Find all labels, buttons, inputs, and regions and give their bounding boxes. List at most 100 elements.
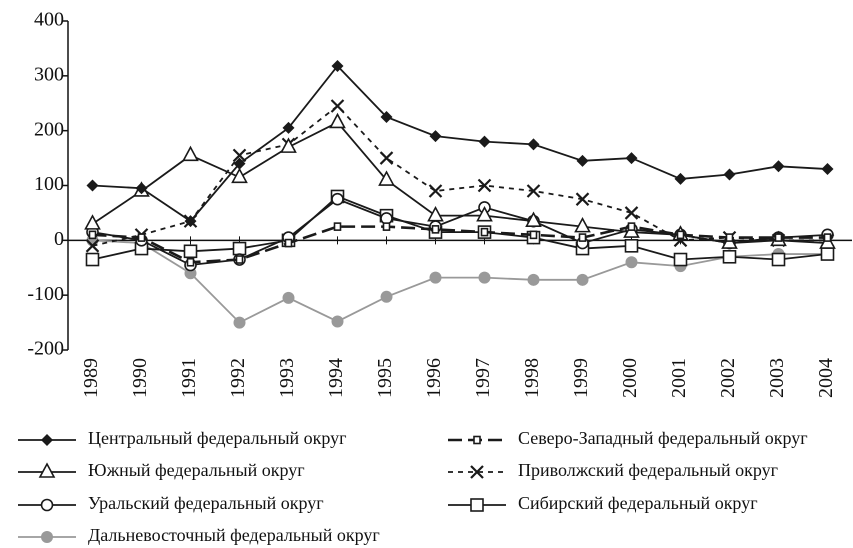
marker [476, 205, 493, 222]
marker [331, 315, 344, 328]
marker [526, 184, 541, 198]
marker [478, 271, 491, 284]
series-line [92, 195, 828, 261]
marker [88, 230, 97, 240]
x-tick-label: 1991 [178, 358, 200, 398]
marker [477, 178, 492, 193]
x-tick-label: 1992 [227, 358, 249, 398]
marker [284, 238, 293, 248]
marker [473, 435, 481, 445]
marker [331, 59, 344, 72]
marker [85, 239, 100, 253]
marker [723, 168, 736, 181]
x-tick-label: 1998 [521, 358, 543, 398]
series-line [92, 239, 828, 324]
marker [40, 498, 54, 512]
marker [576, 154, 589, 167]
marker [625, 256, 638, 269]
marker [380, 290, 393, 303]
marker [182, 145, 199, 162]
marker [186, 257, 195, 267]
marker [280, 137, 297, 153]
marker [772, 160, 785, 173]
marker [378, 170, 395, 186]
marker [232, 148, 247, 163]
x-tick-label: 2002 [717, 358, 739, 398]
series [84, 112, 836, 249]
marker [135, 182, 148, 195]
marker [774, 233, 783, 242]
marker [429, 130, 442, 143]
series [85, 189, 835, 267]
marker [470, 465, 484, 479]
y-tick-label: 0 [54, 228, 64, 250]
marker [380, 212, 393, 225]
x-tick-label: 1993 [276, 358, 298, 398]
marker [85, 252, 100, 267]
x-tick-label: 1995 [374, 358, 396, 398]
marker [233, 157, 246, 170]
marker [624, 206, 639, 220]
x-tick-label: 2001 [668, 358, 690, 398]
marker [331, 192, 344, 206]
x-tick-label: 2000 [619, 358, 641, 398]
series-line [92, 225, 828, 264]
x-tick-label: 2004 [815, 358, 837, 398]
marker [427, 205, 444, 222]
marker [232, 241, 247, 256]
marker [330, 99, 345, 113]
series-line [91, 121, 828, 244]
series-line [92, 104, 828, 247]
marker [380, 110, 393, 123]
marker [823, 233, 832, 242]
marker [431, 225, 440, 234]
series-line [92, 64, 828, 223]
y-tick-label: -200 [27, 338, 64, 360]
marker [428, 184, 443, 198]
marker [674, 172, 687, 185]
marker [624, 239, 639, 253]
marker [41, 434, 53, 446]
marker [470, 498, 484, 512]
legend-label: Центральный федеральный округ [88, 428, 347, 448]
marker [480, 227, 489, 237]
y-tick-label: 400 [34, 9, 64, 31]
legend-label: Дальневосточный федеральный округ [88, 525, 380, 545]
marker [86, 179, 99, 192]
legend-label: Северо-Западный федеральный округ [518, 428, 808, 448]
marker [821, 163, 834, 176]
legend-label: Уральский федеральный округ [88, 493, 324, 513]
marker [627, 222, 636, 231]
y-tick-label: -100 [27, 283, 64, 305]
marker [575, 192, 590, 206]
marker [722, 249, 737, 264]
legend-label: Приволжский федеральный округ [518, 460, 778, 480]
marker [282, 121, 295, 134]
marker [820, 247, 835, 261]
series [86, 59, 834, 228]
marker [525, 211, 542, 227]
x-tick-label: 2003 [766, 358, 788, 398]
x-tick-label: 1989 [80, 358, 102, 398]
marker [527, 138, 540, 151]
marker [84, 214, 101, 230]
marker [478, 135, 491, 148]
marker [38, 462, 56, 478]
legend-label: Южный федеральный округ [88, 460, 305, 480]
marker [184, 215, 197, 228]
y-tick-label: 200 [34, 118, 64, 140]
x-tick-label: 1996 [423, 358, 445, 398]
marker [329, 112, 346, 129]
marker [574, 216, 591, 233]
x-tick-label: 1997 [472, 358, 494, 398]
marker [333, 222, 342, 231]
y-tick-label: 300 [34, 63, 64, 85]
marker [527, 273, 540, 286]
series [88, 222, 832, 267]
marker [673, 252, 688, 267]
marker [183, 244, 198, 259]
marker [382, 222, 391, 231]
legend-label: Сибирский федеральный округ [518, 493, 758, 513]
